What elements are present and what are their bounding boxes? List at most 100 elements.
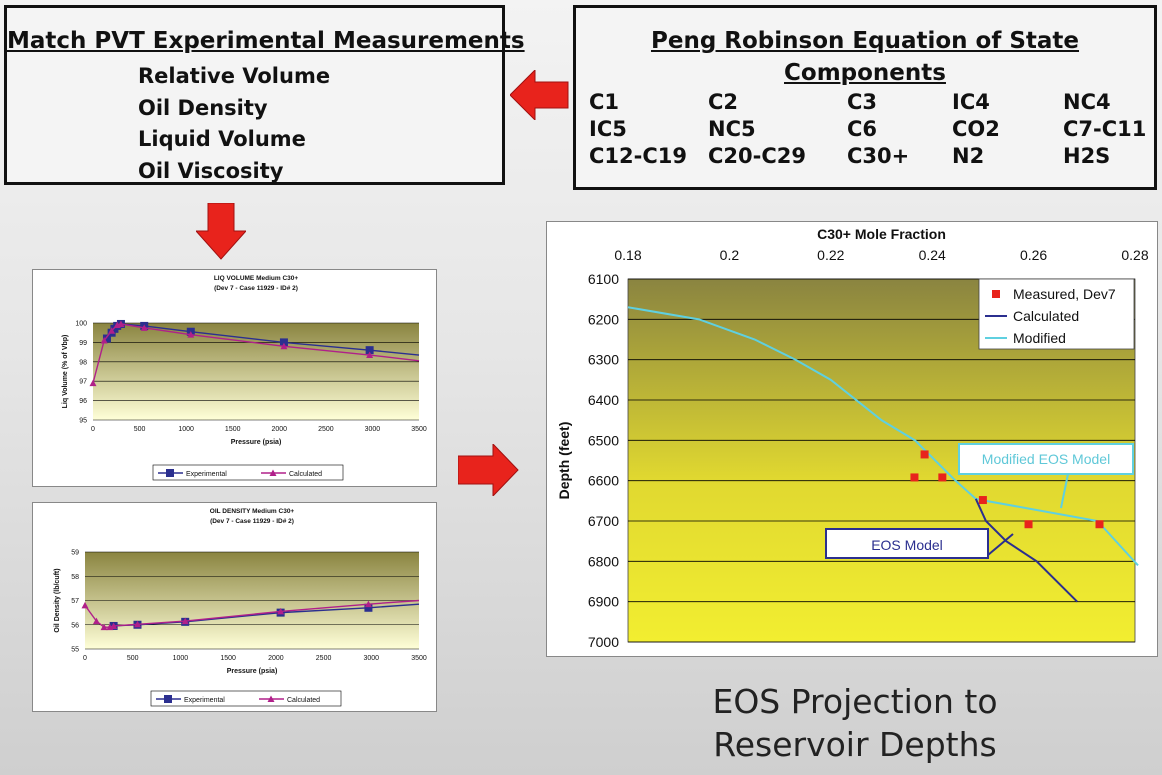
pvt-item: Liquid Volume: [138, 127, 306, 151]
measured-marker: [938, 473, 947, 482]
legend-label: Experimental: [186, 471, 227, 478]
calculated-marker: [277, 607, 285, 615]
down-arrow-icon: [196, 203, 246, 260]
c30-depth-plot: 6100 6200 6300 6400 6500 6600 6700 6800 6900 7000…: [556, 226, 1149, 650]
c30-depth-chart: 6100 6200 6300 6400 6500 6600 6700 6800 6900 7000…: [546, 221, 1158, 657]
measured-marker: [920, 450, 929, 459]
calculated-marker: [187, 331, 195, 338]
component-label: H2S: [1063, 144, 1111, 168]
calculated-marker: [92, 617, 100, 625]
component-label: IC4: [952, 90, 990, 114]
component-label: CO2: [952, 117, 1000, 141]
pvt-title: Match PVT Experimental Measurements: [7, 28, 525, 54]
modified-eos-callout-pointer: [1060, 473, 1069, 509]
legend-marker: [164, 695, 172, 703]
x-axis-label: Pressure (psia): [231, 439, 282, 446]
y-tick-label: 95: [79, 418, 87, 425]
component-label: IC5: [589, 117, 627, 141]
experimental-marker: [364, 603, 373, 612]
legend-label: Calculated: [287, 697, 320, 704]
x-tick-label: 2500: [318, 426, 334, 433]
eos-callout-box: [825, 528, 989, 559]
y-tick-label: 6200: [588, 311, 619, 327]
series-line-calculated: [84, 599, 420, 628]
y-tick-label: 98: [79, 359, 87, 366]
x-tick-label: 2500: [316, 655, 332, 662]
chart-subtitle: (Dev 7 - Case 11929 - ID# 2): [214, 285, 298, 292]
modified-line: [627, 306, 1139, 567]
pvt-item: Oil Viscosity: [138, 159, 284, 183]
measured-marker: [1024, 520, 1033, 529]
projection-caption: EOS Projection to Reservoir Depths: [640, 680, 1070, 766]
pvt-measurements-box: Match PVT Experimental Measurements Rela…: [4, 5, 525, 185]
x-tick-label: 500: [134, 426, 146, 433]
x-tick-label: 3000: [363, 655, 379, 662]
y-tick-label: 57: [71, 598, 79, 605]
x-tick-label: 0: [83, 655, 87, 662]
y-tick-label: 58: [71, 574, 79, 581]
liquid-volume-chart: 95 96 97 98 99 100 0 500 1000 1500 2000 2500 3000 350…: [32, 269, 437, 487]
y-tick-label: 6500: [588, 432, 619, 448]
calculated-marker: [181, 617, 189, 625]
eos-callout-pointer: [987, 533, 1014, 556]
chart-title: LIQ VOLUME Medium C30+: [214, 275, 299, 282]
legend-marker: [992, 290, 1000, 298]
measured-marker: [910, 473, 919, 482]
y-axis-label: Depth (feet): [556, 422, 572, 500]
y-axis-label: Oil Density (lb/cuft): [54, 568, 61, 632]
x-tick-label: 3000: [365, 426, 381, 433]
component-label: C6: [847, 117, 878, 141]
legend-label: Calculated: [289, 471, 322, 478]
x-tick-label: 500: [127, 655, 139, 662]
x-tick-label: 1000: [178, 426, 194, 433]
legend-label: Modified: [1013, 330, 1066, 346]
measured-marker: [1095, 520, 1104, 529]
calculated-line: [974, 498, 1078, 603]
y-tick-label: 6600: [588, 473, 619, 489]
component-label: C1: [589, 90, 620, 114]
x-tick-label: 3500: [411, 655, 427, 662]
component-label: C30+: [847, 144, 910, 168]
calculated-marker: [100, 623, 108, 631]
calculated-marker: [140, 324, 148, 331]
series-line-calculated: [92, 323, 420, 384]
modified-eos-callout-label: Modified EOS Model: [982, 451, 1110, 467]
calculated-marker: [366, 351, 374, 359]
modified-eos-callout-box: [958, 443, 1134, 475]
calculated-marker: [280, 342, 288, 350]
measured-marker: [978, 496, 987, 505]
y-tick-label: 6700: [588, 513, 619, 529]
x-tick-label: 0.26: [1020, 247, 1047, 263]
y-tick-label: 6400: [588, 392, 619, 408]
y-axis-label: Liq Volume (% of Vbp): [62, 335, 69, 409]
x-tick-label: 2000: [271, 426, 287, 433]
component-label: C2: [708, 90, 739, 114]
y-tick-label: 97: [79, 379, 87, 386]
x-axis-label: Pressure (psia): [227, 668, 278, 675]
x-tick-label: 0: [91, 426, 95, 433]
eos-subtitle: Components: [784, 60, 946, 86]
chart-title: OIL DENSITY Medium C30+: [210, 508, 295, 515]
x-tick-label: 2000: [268, 655, 284, 662]
legend-label: Calculated: [1013, 308, 1079, 324]
experimental-marker: [102, 334, 111, 343]
x-tick-label: 0.22: [817, 247, 844, 263]
y-tick-label: 6900: [588, 594, 619, 610]
component-label: C7-C11: [1063, 117, 1147, 141]
x-tick-label: 1500: [220, 655, 236, 662]
calculated-marker: [108, 327, 116, 334]
legend-box: [150, 690, 342, 707]
y-tick-label: 7000: [588, 634, 619, 650]
y-tick-label: 99: [79, 340, 87, 347]
component-label: C12-C19: [589, 144, 687, 168]
component-label: NC5: [708, 117, 756, 141]
chart-subtitle: (Dev 7 - Case 11929 - ID# 2): [210, 518, 294, 525]
legend-box: [152, 464, 344, 481]
calculated-marker: [133, 620, 141, 628]
calculated-marker: [110, 622, 118, 629]
x-tick-label: 3500: [411, 426, 427, 433]
x-tick-label: 1000: [173, 655, 189, 662]
legend-marker: [267, 695, 275, 702]
projection-line: EOS Projection to: [712, 682, 998, 721]
